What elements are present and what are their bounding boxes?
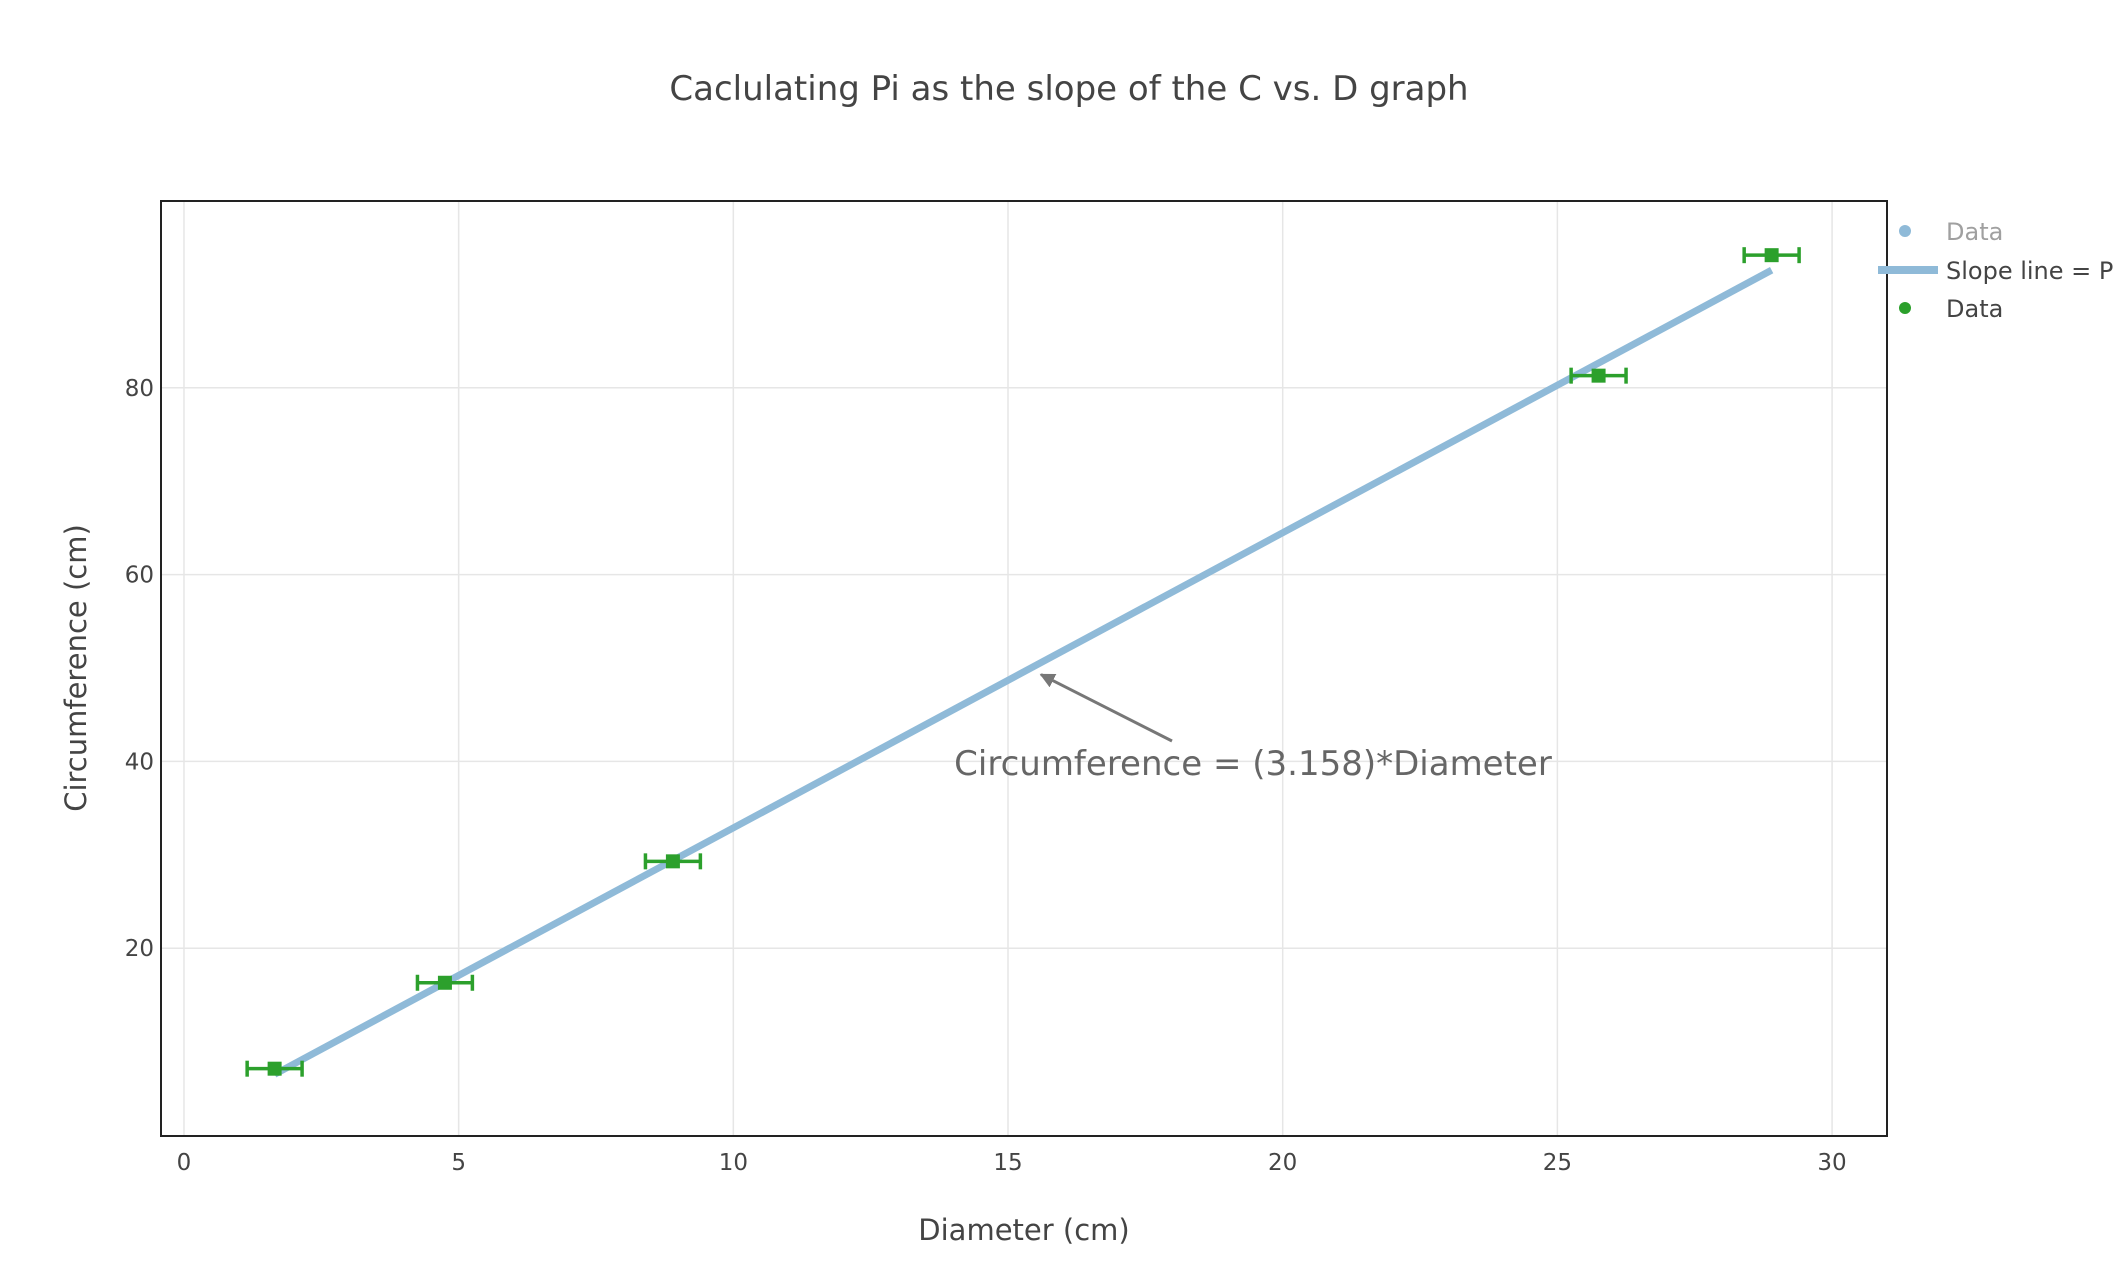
y-axis-title: Circumference (cm) — [59, 524, 93, 812]
legend-marker — [1899, 225, 1911, 237]
legend-item-data-hidden[interactable]: Data — [1899, 218, 2003, 246]
x-axis-title: Diameter (cm) — [918, 1213, 1129, 1247]
series-layer — [245, 247, 1801, 1078]
legend-item-data[interactable]: Data — [1899, 295, 2003, 323]
y-tick-label: 20 — [125, 936, 154, 962]
legend-label: Slope line = P — [1946, 257, 2113, 285]
annotation: Circumference = (3.158)*Diameter — [954, 673, 1552, 784]
data-point[interactable] — [437, 975, 452, 990]
legend-item-slope-line[interactable]: Slope line = P — [1878, 257, 2113, 285]
y-tick-label: 40 — [125, 749, 154, 775]
legend-label: Data — [1946, 295, 2003, 323]
legend-label: Data — [1946, 218, 2003, 246]
gridlines — [162, 201, 1887, 1135]
annotation-arrow — [1039, 673, 1173, 743]
slope-line — [272, 267, 1774, 1078]
y-tick-label: 60 — [125, 563, 154, 589]
x-tick-label: 15 — [993, 1150, 1022, 1176]
legend-marker — [1899, 302, 1911, 314]
x-tick-label: 25 — [1543, 1150, 1572, 1176]
plot-area-frame — [160, 200, 1888, 1137]
data-point[interactable] — [1591, 368, 1606, 383]
data-point[interactable] — [1764, 248, 1779, 263]
annotation-text: Circumference = (3.158)*Diameter — [954, 744, 1552, 784]
y-axis-ticks: 20 40 60 80 — [125, 376, 154, 962]
y-tick-label: 80 — [125, 376, 154, 402]
x-tick-label: 30 — [1817, 1150, 1846, 1176]
x-tick-label: 5 — [451, 1150, 466, 1176]
x-axis-ticks: 0 5 10 15 20 25 30 — [177, 1150, 1847, 1176]
chart-title: Caclulating Pi as the slope of the C vs.… — [669, 69, 1468, 109]
data-point[interactable] — [267, 1061, 282, 1076]
x-tick-label: 20 — [1268, 1150, 1297, 1176]
data-point[interactable] — [665, 854, 680, 869]
x-tick-label: 10 — [719, 1150, 748, 1176]
x-tick-label: 0 — [177, 1150, 192, 1176]
legend[interactable]: Data Slope line = P Data — [1878, 218, 2113, 323]
